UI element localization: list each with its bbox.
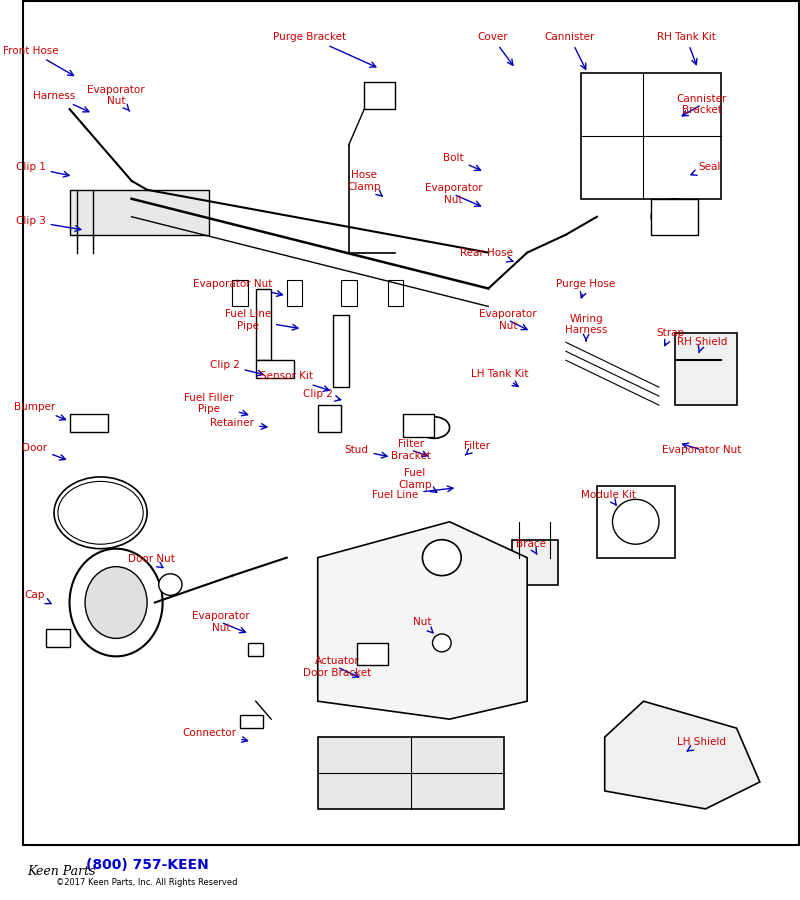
Text: LH Tank Kit: LH Tank Kit <box>471 369 529 386</box>
Text: Bolt: Bolt <box>443 153 481 170</box>
Ellipse shape <box>85 567 147 638</box>
Ellipse shape <box>433 634 451 652</box>
Text: Cover: Cover <box>477 32 513 65</box>
Text: Clip 1: Clip 1 <box>16 162 69 177</box>
Text: Evaporator
Nut: Evaporator Nut <box>87 85 145 112</box>
Text: Door: Door <box>22 443 66 460</box>
Text: Cannister: Cannister <box>545 32 595 69</box>
Text: Door Nut: Door Nut <box>127 554 174 568</box>
Text: Nut: Nut <box>413 617 433 633</box>
Text: Clip 2: Clip 2 <box>302 390 341 401</box>
Text: Front Hose: Front Hose <box>3 46 74 76</box>
Bar <box>256 289 271 360</box>
Bar <box>357 643 387 665</box>
Text: LH Shield: LH Shield <box>677 736 726 752</box>
Text: Wiring
Harness: Wiring Harness <box>565 313 607 341</box>
Ellipse shape <box>70 549 162 656</box>
Polygon shape <box>605 701 760 809</box>
Bar <box>70 414 108 432</box>
Bar <box>233 280 248 306</box>
Text: Filter
Bracket: Filter Bracket <box>391 439 430 461</box>
Text: Strap: Strap <box>657 328 685 346</box>
Text: Clip 2: Clip 2 <box>210 360 263 376</box>
Text: Fuel Line
Pipe: Fuel Line Pipe <box>225 309 298 330</box>
Text: Purge Bracket: Purge Bracket <box>274 32 376 68</box>
Bar <box>286 280 302 306</box>
Ellipse shape <box>54 477 147 549</box>
Bar <box>318 405 341 432</box>
Text: Retainer: Retainer <box>210 418 267 429</box>
Bar <box>403 414 434 436</box>
Ellipse shape <box>158 574 182 596</box>
Text: Cannister
Bracket: Cannister Bracket <box>677 94 727 116</box>
Ellipse shape <box>651 199 698 235</box>
Text: Evaporator
Nut: Evaporator Nut <box>479 309 537 330</box>
Text: RH Shield: RH Shield <box>678 338 728 353</box>
Text: Filter: Filter <box>464 440 490 455</box>
Text: Brace: Brace <box>516 539 546 554</box>
Text: Fuel
Clamp: Fuel Clamp <box>398 468 437 492</box>
Ellipse shape <box>613 500 659 544</box>
Text: Sensor Kit: Sensor Kit <box>260 372 329 392</box>
Text: Evaporator Nut: Evaporator Nut <box>193 279 282 296</box>
Text: Bumper: Bumper <box>14 402 66 420</box>
Text: Clip 3: Clip 3 <box>16 216 81 231</box>
Text: Keen Parts: Keen Parts <box>27 865 96 878</box>
Bar <box>341 280 357 306</box>
Bar <box>651 199 698 235</box>
Text: Module Kit: Module Kit <box>581 490 636 505</box>
Polygon shape <box>318 737 504 809</box>
Bar <box>387 280 403 306</box>
Bar <box>334 315 349 387</box>
Ellipse shape <box>422 540 462 576</box>
Bar <box>240 715 263 728</box>
Text: Harness: Harness <box>33 91 89 112</box>
Bar <box>248 643 263 656</box>
Polygon shape <box>318 522 527 719</box>
Bar <box>46 629 70 647</box>
Text: Evaporator Nut: Evaporator Nut <box>662 443 742 455</box>
Ellipse shape <box>58 482 143 544</box>
Text: Seal: Seal <box>691 162 721 176</box>
Text: Purge Hose: Purge Hose <box>557 279 616 298</box>
Text: (800) 757-KEEN: (800) 757-KEEN <box>86 858 209 871</box>
Text: Actuator
Door Bracket: Actuator Door Bracket <box>303 656 371 678</box>
Bar <box>582 73 721 199</box>
Text: Rear Hose: Rear Hose <box>460 248 514 262</box>
Text: Hose
Clamp: Hose Clamp <box>347 170 382 196</box>
Bar <box>512 540 558 585</box>
Text: Stud: Stud <box>345 445 387 458</box>
Text: RH Tank Kit: RH Tank Kit <box>657 32 715 65</box>
Text: ©2017 Keen Parts, Inc. All Rights Reserved: ©2017 Keen Parts, Inc. All Rights Reserv… <box>56 878 238 887</box>
Text: Fuel Line: Fuel Line <box>372 486 453 500</box>
Bar <box>597 486 674 558</box>
Bar <box>70 190 209 235</box>
Text: Cap: Cap <box>25 590 51 604</box>
Text: Evaporator
Nut: Evaporator Nut <box>192 611 250 633</box>
Text: Evaporator
Nut: Evaporator Nut <box>425 184 482 206</box>
Bar <box>364 82 395 109</box>
Bar <box>256 360 294 378</box>
Ellipse shape <box>418 417 450 438</box>
Text: Fuel Filler
Pipe: Fuel Filler Pipe <box>185 392 248 416</box>
Text: Connector: Connector <box>182 727 247 742</box>
Bar <box>674 333 737 405</box>
